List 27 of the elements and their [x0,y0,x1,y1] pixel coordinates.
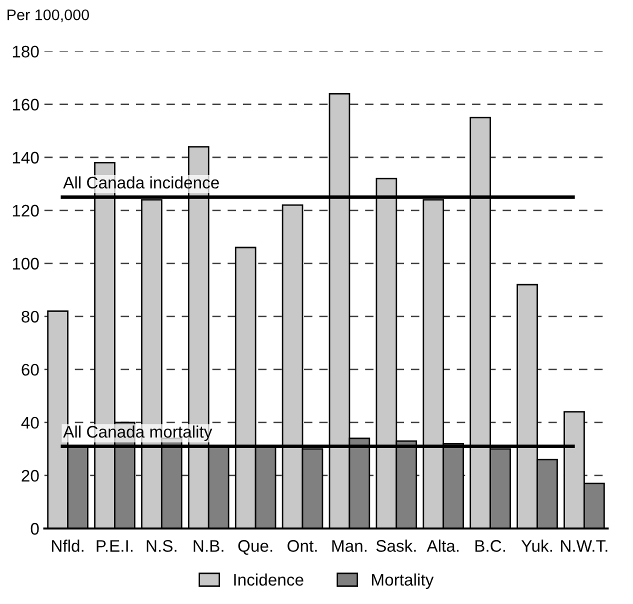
y-tick-label: 160 [12,98,39,111]
ref-line-label: All Canada mortality [63,425,212,442]
y-tick-label: 120 [12,204,39,217]
x-tick-label: N.B. [194,540,224,552]
x-tick-label: Nfld. [52,540,84,552]
y-tick-label: 0 [30,522,39,535]
y-tick-label: 60 [22,364,39,376]
legend-label: Incidence [234,573,304,586]
x-tick-label: B.C. [475,540,505,552]
x-tick-label: N.S. [146,540,176,552]
x-tick-label: Alta. [426,540,459,552]
y-tick-label: 180 [12,46,39,58]
y-tick-label: 20 [22,470,39,482]
y-tick-label: 100 [12,258,39,270]
legend-label: Mortality [372,573,434,589]
x-tick-label: Man. [332,540,366,552]
y-tick-label: 140 [12,152,39,164]
y-tick-label: 80 [22,310,39,323]
x-tick-label: Yuk. [521,540,552,552]
y-tick-label: 40 [21,416,39,429]
x-tick-label: Ont. [288,540,317,552]
ref-line-label: All Canada incidence [63,176,219,189]
x-tick-label: Que. [238,540,272,555]
x-tick-label: P.E.I. [96,540,133,552]
x-tick-label: N.W.T. [561,540,608,552]
x-tick-label: Sask. [376,540,416,552]
y-axis-title: Per 100,000 [8,9,89,22]
